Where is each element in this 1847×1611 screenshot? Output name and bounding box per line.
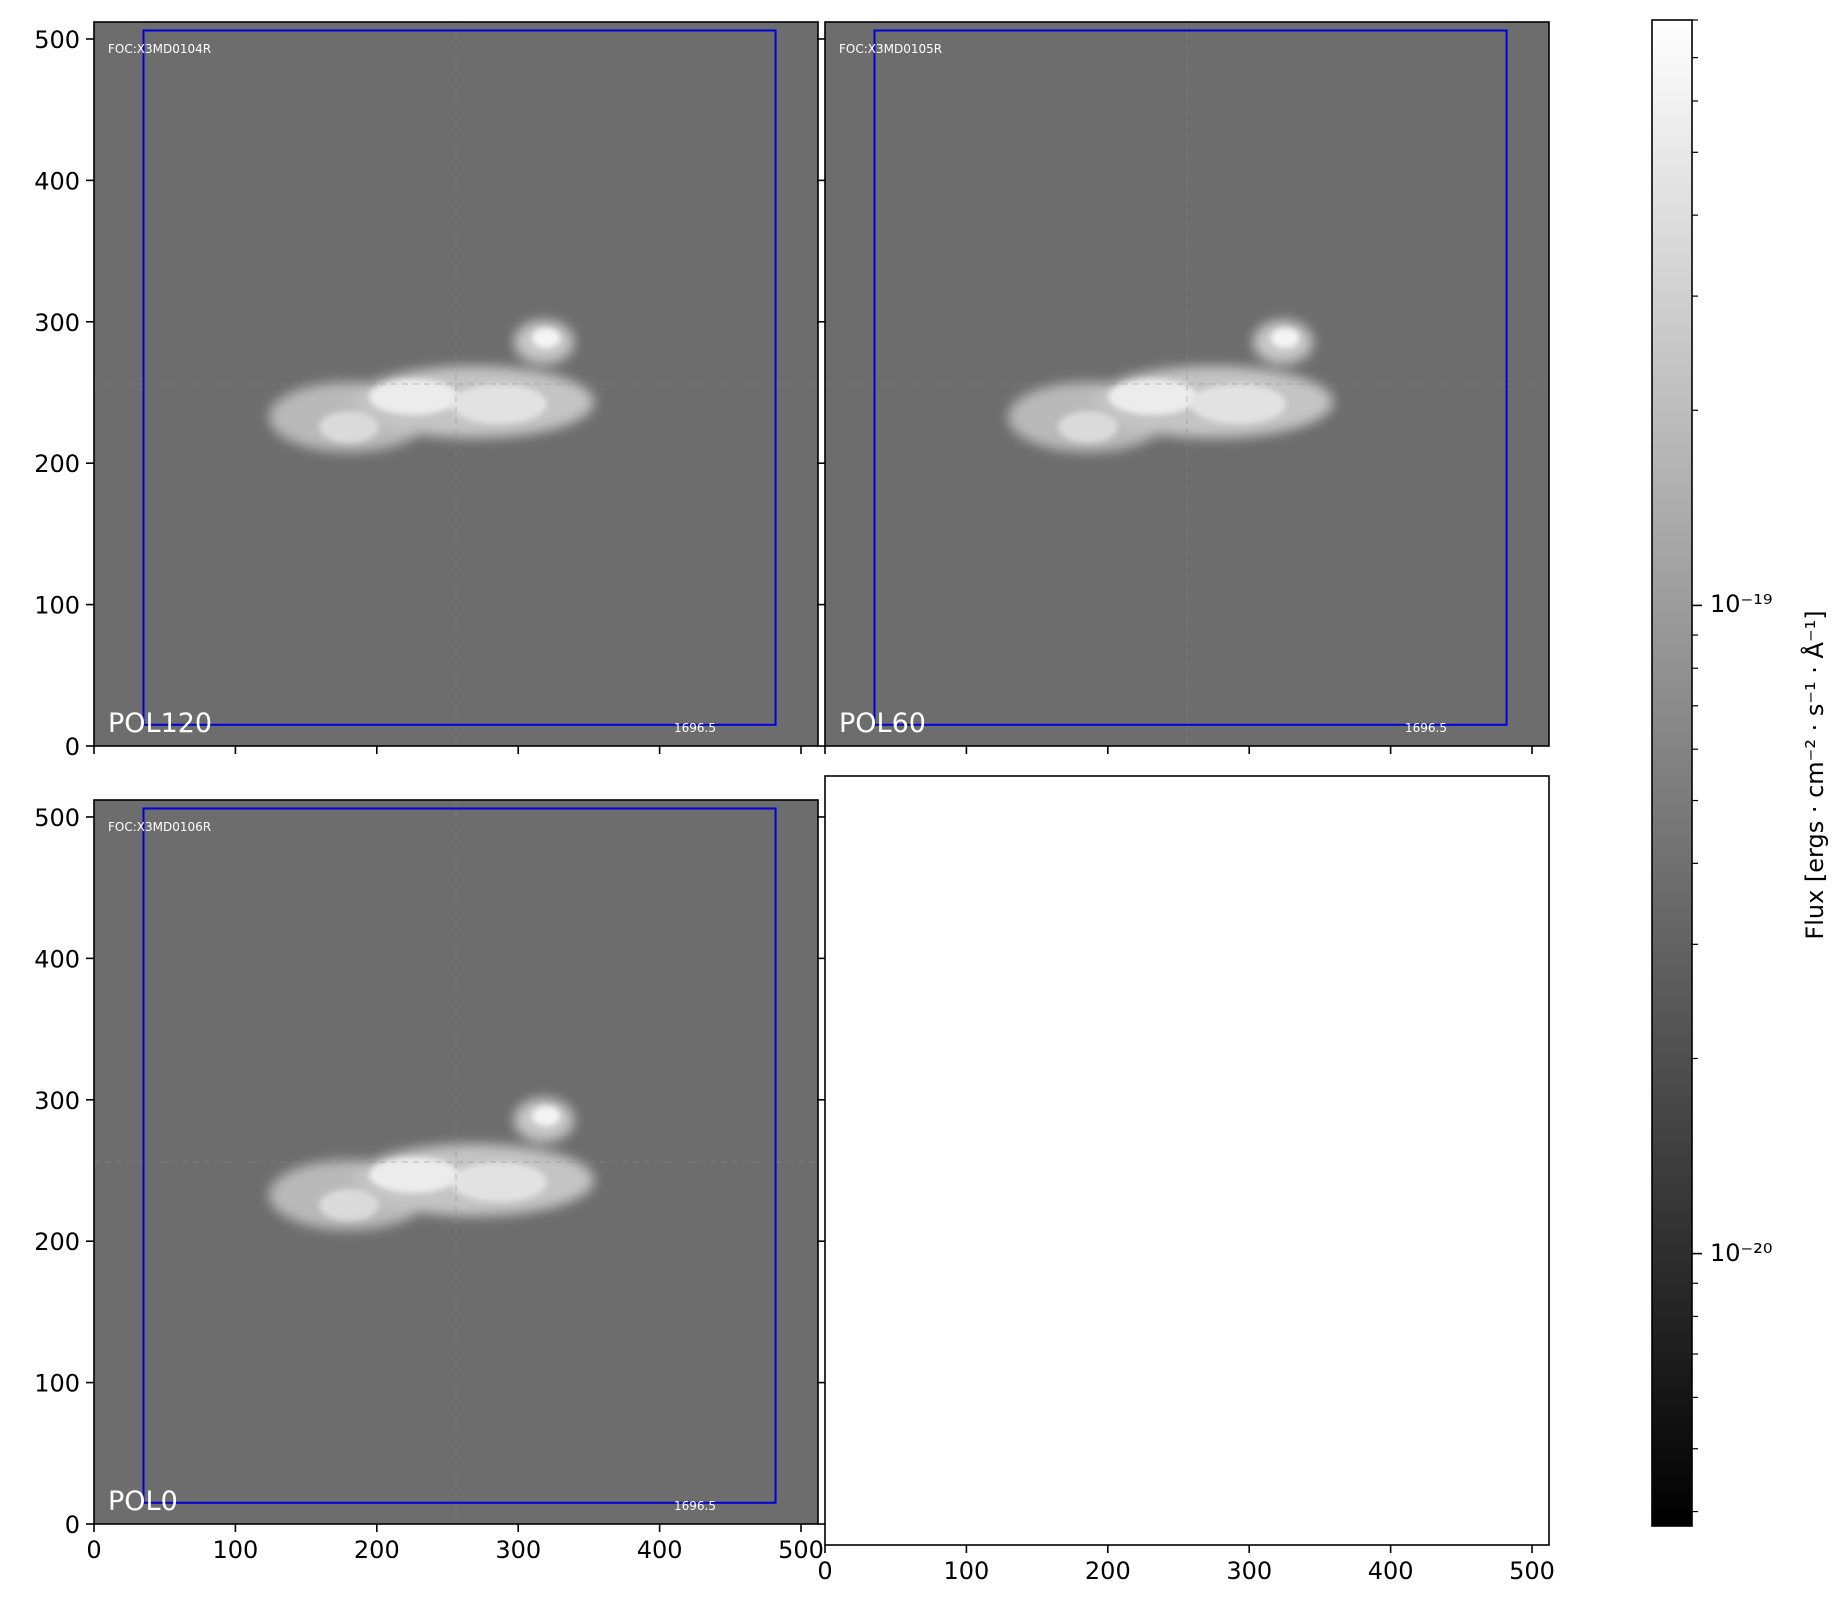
nebula <box>1008 320 1333 452</box>
x-tick-label: 500 <box>778 1536 824 1564</box>
y-tick-label: 400 <box>34 167 80 195</box>
panel-pol120: FOC:X3MD0104R POL120 1696.5 <box>93 21 819 747</box>
nebula-core <box>319 1106 560 1221</box>
pol-label: POL120 <box>108 708 212 739</box>
axis-ticks: 0100200300400500001001002002003003004004… <box>34 26 1555 1585</box>
blue-box <box>873 29 1508 726</box>
y-tick-label: 100 <box>34 592 80 620</box>
wavelength-label: 1696.5 <box>1405 721 1447 735</box>
x-tick-label: 200 <box>354 1536 400 1564</box>
x-tick-label: 500 <box>1509 1557 1555 1585</box>
colorbar-tick-label-1e-19: 10⁻¹⁹ <box>1710 590 1772 618</box>
x-tick-label: 300 <box>1226 1557 1272 1585</box>
x-tick-label: 200 <box>1085 1557 1131 1585</box>
axes-frame <box>93 21 819 747</box>
x-tick-label: 400 <box>1368 1557 1414 1585</box>
y-tick-label: 0 <box>65 733 80 761</box>
x-tick-label: 300 <box>495 1536 541 1564</box>
pol-label: POL0 <box>108 1486 178 1517</box>
panel-pol0: FOC:X3MD0106R POL0 1696.5 <box>93 799 819 1525</box>
foc-label: FOC:X3MD0106R <box>108 820 211 834</box>
y-tick-label: 200 <box>34 1228 80 1256</box>
colorbar-label: Flux [ergs · cm⁻² · s⁻¹ · Å⁻¹] <box>1800 610 1829 939</box>
nebula-core <box>1058 328 1299 443</box>
y-tick-label: 500 <box>34 26 80 54</box>
x-tick-label: 0 <box>817 1557 832 1585</box>
y-tick-label: 300 <box>34 1087 80 1115</box>
blue-box <box>142 807 777 1504</box>
panel-pol60: FOC:X3MD0105R POL60 1696.5 <box>824 21 1550 747</box>
foc-label: FOC:X3MD0104R <box>108 42 211 56</box>
y-tick-label: 200 <box>34 450 80 478</box>
pol-label: POL60 <box>839 708 926 739</box>
y-tick-label: 400 <box>34 945 80 973</box>
y-tick-label: 300 <box>34 309 80 337</box>
colorbar-tick-label-1e-20: 10⁻²⁰ <box>1710 1239 1772 1267</box>
axes-frame <box>824 775 1550 1546</box>
panel-empty <box>824 775 1550 1546</box>
x-tick-label: 400 <box>637 1536 683 1564</box>
colorbar-gradient <box>1651 19 1693 1527</box>
x-tick-label: 100 <box>944 1557 990 1585</box>
axes-frame <box>93 799 819 1525</box>
y-tick-label: 100 <box>34 1370 80 1398</box>
foc-label: FOC:X3MD0105R <box>839 42 942 56</box>
x-tick-label: 0 <box>86 1536 101 1564</box>
colorbar-ticks <box>1692 19 1702 1513</box>
x-tick-label: 100 <box>213 1536 259 1564</box>
wavelength-label: 1696.5 <box>674 1499 716 1513</box>
nebula-core <box>319 328 560 443</box>
blue-box <box>142 29 777 726</box>
colorbar: 10⁻¹⁹ 10⁻²⁰ Flux [ergs · cm⁻² · s⁻¹ · Å⁻… <box>1651 19 1829 1527</box>
y-tick-label: 0 <box>65 1511 80 1539</box>
axes-frame <box>824 21 1550 747</box>
y-tick-label: 500 <box>34 804 80 832</box>
wavelength-label: 1696.5 <box>674 721 716 735</box>
